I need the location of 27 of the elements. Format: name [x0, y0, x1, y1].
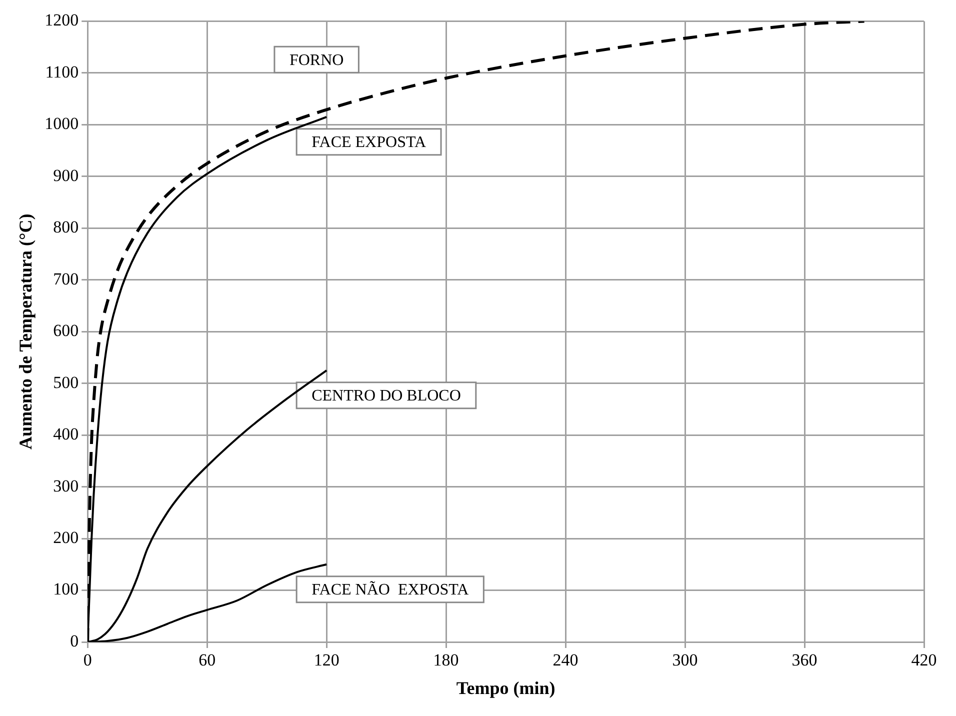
x-tick-label: 420 [911, 650, 937, 670]
x-tick-label: 180 [433, 650, 459, 670]
y-tick-label: 400 [53, 424, 79, 444]
y-tick-label: 700 [53, 269, 79, 288]
y-tick-label: 600 [53, 321, 79, 340]
y-tick-label: 300 [53, 476, 79, 496]
y-tick-label: 800 [53, 218, 79, 237]
y-tick-label: 500 [53, 372, 79, 392]
y-axis-title: Aumento de Temperatura (°C) [15, 214, 36, 450]
x-tick-label: 300 [672, 650, 698, 670]
y-tick-label: 1000 [44, 114, 79, 134]
x-tick-label: 120 [314, 650, 340, 670]
y-tick-label: 900 [53, 166, 79, 185]
annotation: CENTRO DO BLOCO [312, 388, 461, 405]
annotation: FACE NÃO EXPOSTA [312, 580, 470, 599]
x-tick-label: 240 [552, 650, 578, 670]
y-tick-label: 0 [70, 631, 79, 650]
y-tick-label: 100 [53, 580, 79, 599]
x-tick-label: 0 [83, 650, 92, 670]
annotation: FORNO [289, 52, 344, 69]
x-axis-title: Tempo (min) [456, 678, 556, 698]
y-tick-label: 1100 [45, 62, 79, 82]
y-tick-label: 1200 [44, 10, 79, 30]
annotation: FACE EXPOSTA [312, 134, 426, 152]
x-tick-label: 360 [792, 650, 818, 670]
y-tick-label: 200 [53, 528, 79, 547]
x-tick-label: 60 [198, 650, 216, 670]
